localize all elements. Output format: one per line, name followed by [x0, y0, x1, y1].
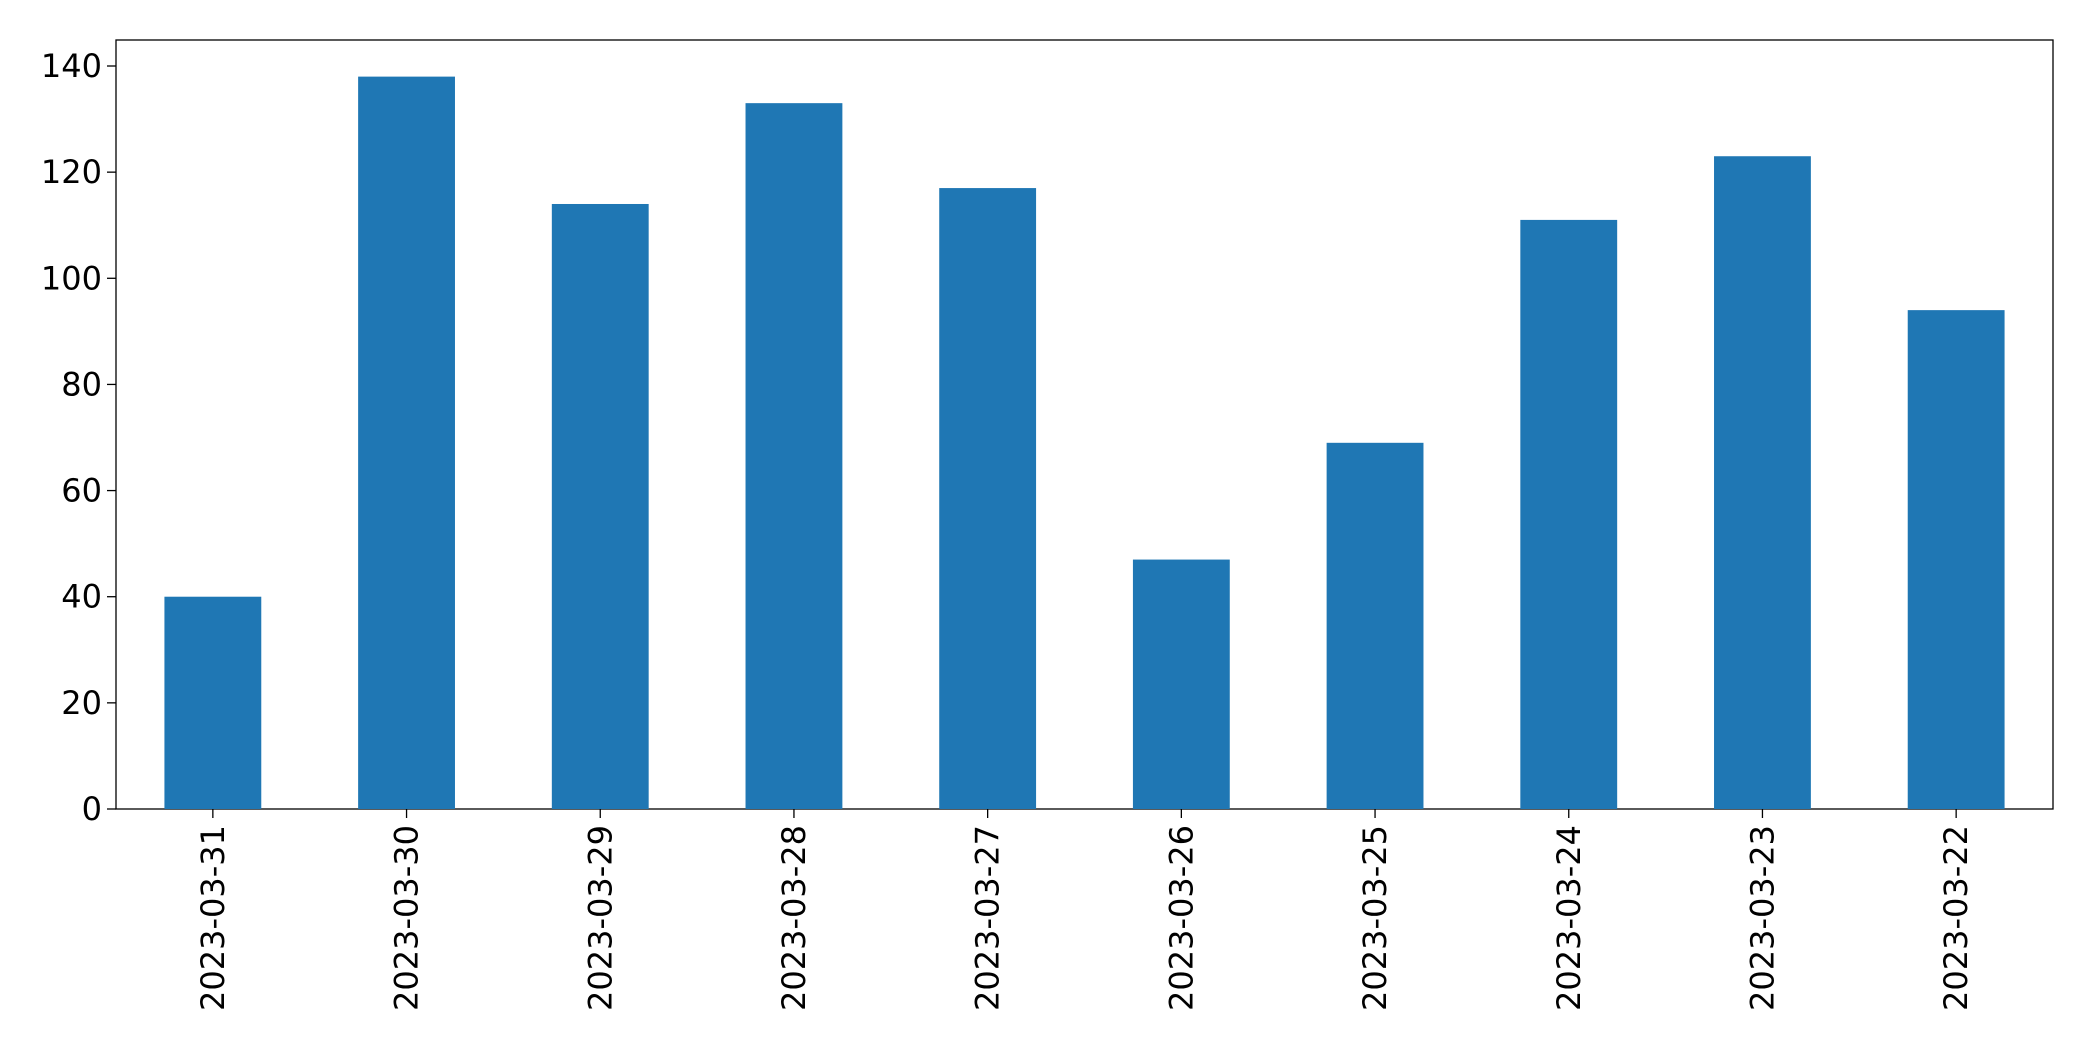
y-tick-label: 60: [61, 472, 102, 510]
x-tick-label: 2023-03-22: [1937, 825, 1975, 1011]
bar: [1132, 559, 1230, 809]
y-tick-label: 120: [41, 153, 102, 191]
y-tick-label: 20: [61, 684, 102, 722]
x-tick-label: 2023-03-26: [1162, 825, 1200, 1011]
bar: [164, 596, 262, 809]
bar: [551, 203, 649, 810]
y-tick-label: 100: [41, 259, 102, 297]
bar: [358, 76, 455, 810]
x-tick-label: 2023-03-25: [1356, 825, 1394, 1011]
x-tick-label: 2023-03-29: [581, 825, 619, 1011]
bar: [1326, 442, 1424, 809]
y-tick-label: 40: [61, 578, 102, 616]
y-tick-label: 0: [82, 790, 102, 828]
plot-frame: [115, 39, 2054, 810]
bar: [1520, 219, 1618, 809]
x-tick-label: 2023-03-30: [388, 825, 426, 1011]
bar: [745, 103, 843, 809]
bar: [1907, 310, 2005, 809]
y-tick-label: 80: [61, 365, 102, 403]
x-tick-label: 2023-03-23: [1743, 825, 1781, 1011]
x-tick-label: 2023-03-24: [1550, 825, 1588, 1011]
bar: [1714, 156, 1811, 809]
x-tick-label: 2023-03-31: [194, 825, 232, 1011]
x-tick-label: 2023-03-27: [969, 825, 1007, 1011]
bar: [939, 188, 1037, 809]
y-tick-label: 140: [41, 47, 102, 85]
x-tick-label: 2023-03-28: [775, 825, 813, 1011]
